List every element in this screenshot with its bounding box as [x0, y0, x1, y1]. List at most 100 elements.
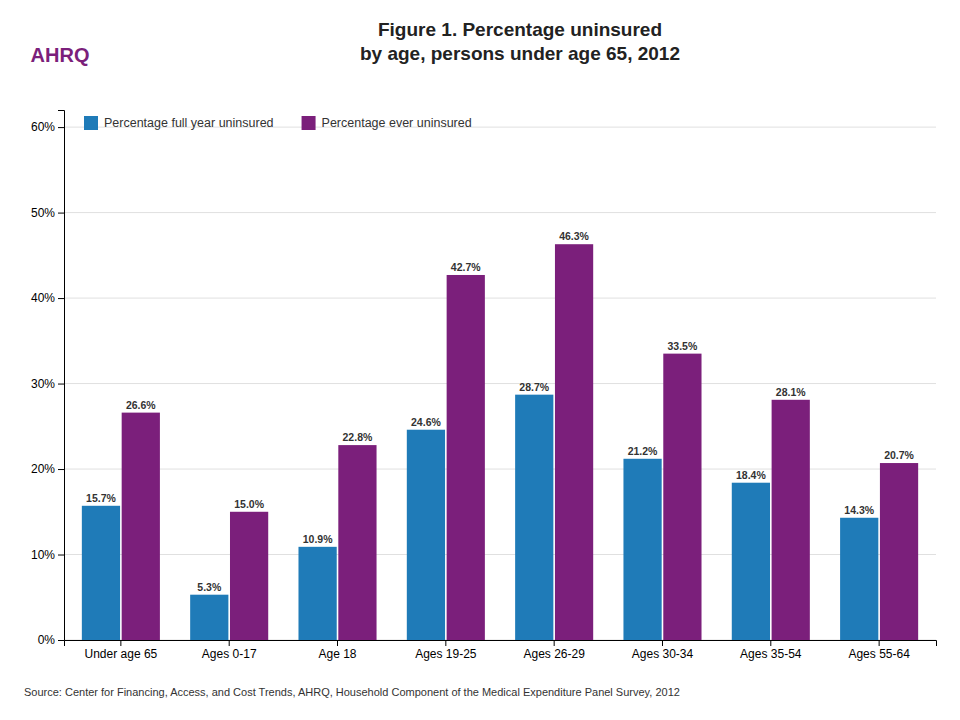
data-label: 26.6%: [126, 399, 156, 411]
data-label: 14.3%: [844, 504, 874, 516]
x-tick-label: Ages 0-17: [202, 647, 257, 661]
data-label: 42.7%: [451, 261, 481, 273]
legend-swatch: [302, 116, 316, 130]
y-tick-mark: [58, 127, 64, 128]
x-tick: Ages 19-25: [415, 640, 477, 661]
bar-series: [122, 244, 918, 640]
x-tick-label: Age 18: [318, 647, 356, 661]
x-tick: Under age 65: [85, 640, 158, 661]
y-tick-label: 40%: [31, 291, 55, 305]
bar: [338, 445, 376, 640]
data-labels: 15.7% 5.3% 10.9% 24.6% 28.7% 21.2% 18.4% 14.3% 2…: [86, 230, 915, 592]
y-tick-mark: [58, 640, 64, 641]
x-tick: Ages 55-64: [848, 640, 910, 661]
x-tick: Ages 35-54: [740, 640, 802, 661]
x-tick-mark: [120, 640, 121, 646]
bar: [732, 483, 770, 640]
plot: 0% 10% 20% 30% 40% 50% 60% Under age 65 Ages 0-1…: [31, 111, 937, 661]
x-tick: Ages 30-34: [632, 640, 694, 661]
x-tick-label: Ages 26-29: [523, 647, 585, 661]
bar: [230, 512, 268, 640]
bar: [515, 395, 553, 640]
data-label: 33.5%: [668, 340, 698, 352]
x-tick-mark: [337, 640, 338, 646]
data-label: 18.4%: [736, 469, 766, 481]
y-tick-label: 50%: [31, 206, 55, 220]
y-tick: 60%: [31, 120, 64, 134]
y-tick-mark: [58, 384, 64, 385]
y-tick-mark: [58, 213, 64, 214]
x-tick-label: Ages 19-25: [415, 647, 477, 661]
grid: [64, 127, 936, 640]
x-axis-line: [65, 641, 937, 647]
data-label: 24.6%: [411, 416, 441, 428]
y-axis-line: [58, 111, 65, 641]
y-tick: 10%: [31, 548, 64, 562]
data-label: 28.1%: [776, 386, 806, 398]
data-label: 20.7%: [884, 449, 914, 461]
bar: [190, 595, 228, 640]
chart: Figure 1. Percentage uninsuredby age, pe…: [0, 0, 960, 720]
bar: [663, 354, 701, 640]
data-label: 15.7%: [86, 492, 116, 504]
y-axis: 0% 10% 20% 30% 40% 50% 60%: [31, 111, 65, 648]
grid-line: [64, 298, 936, 299]
data-label: 46.3%: [559, 230, 589, 242]
y-tick: 30%: [31, 377, 64, 391]
bar: [407, 430, 445, 640]
x-tick: Ages 26-29: [523, 640, 585, 661]
y-tick-mark: [58, 298, 64, 299]
x-tick-mark: [445, 640, 446, 646]
y-tick: 50%: [31, 206, 64, 220]
x-tick-mark: [229, 640, 230, 646]
data-label: 22.8%: [343, 431, 373, 443]
y-tick-mark: [58, 469, 64, 470]
x-tick-mark: [662, 640, 663, 646]
source-note: Source: Center for Financing, Access, an…: [24, 686, 680, 698]
y-tick: 40%: [31, 291, 64, 305]
data-label: 21.2%: [628, 445, 658, 457]
legend-label: Percentage full year uninsured: [104, 116, 274, 130]
x-tick-label: Ages 55-64: [848, 647, 910, 661]
title: Figure 1. Percentage uninsuredby age, pe…: [360, 19, 680, 64]
bar: [880, 463, 918, 640]
x-tick: Age 18: [318, 640, 356, 661]
bar: [447, 275, 485, 640]
grid-line: [64, 383, 936, 384]
legend-label: Percentage ever uninsured: [322, 116, 472, 130]
logo-text: AHRQ: [31, 44, 90, 66]
grid-line: [64, 212, 936, 213]
data-label: 10.9%: [303, 533, 333, 545]
data-label: 28.7%: [519, 381, 549, 393]
x-tick-label: Ages 30-34: [632, 647, 694, 661]
x-tick-mark: [879, 640, 880, 646]
bar: [772, 400, 810, 640]
x-axis: Under age 65 Ages 0-17 Age 18 Ages 19-25 Age…: [65, 640, 937, 661]
x-tick-label: Ages 35-54: [740, 647, 802, 661]
legend-swatch: [84, 116, 98, 130]
bar: [82, 506, 120, 640]
bar: [298, 547, 336, 640]
legend-item: Percentage ever uninsured: [302, 116, 472, 130]
x-tick-mark: [770, 640, 771, 646]
data-label: 15.0%: [234, 498, 264, 510]
legend: Percentage full year uninsured Percentage…: [84, 116, 472, 130]
x-tick-mark: [554, 640, 555, 646]
data-label: 5.3%: [197, 581, 222, 593]
bars: [82, 244, 918, 640]
y-tick-label: 20%: [31, 462, 55, 476]
bar: [840, 518, 878, 640]
bar: [623, 459, 661, 640]
y-tick-label: 60%: [31, 120, 55, 134]
y-tick: 20%: [31, 462, 64, 476]
legend-item: Percentage full year uninsured: [84, 116, 274, 130]
x-tick: Ages 0-17: [202, 640, 257, 661]
bar: [122, 413, 160, 640]
y-tick-label: 0%: [38, 633, 56, 647]
y-tick: 0%: [38, 633, 64, 647]
y-tick-label: 10%: [31, 548, 55, 562]
x-tick-label: Under age 65: [85, 647, 158, 661]
bar: [555, 244, 593, 640]
y-tick-mark: [58, 555, 64, 556]
y-tick-label: 30%: [31, 377, 55, 391]
